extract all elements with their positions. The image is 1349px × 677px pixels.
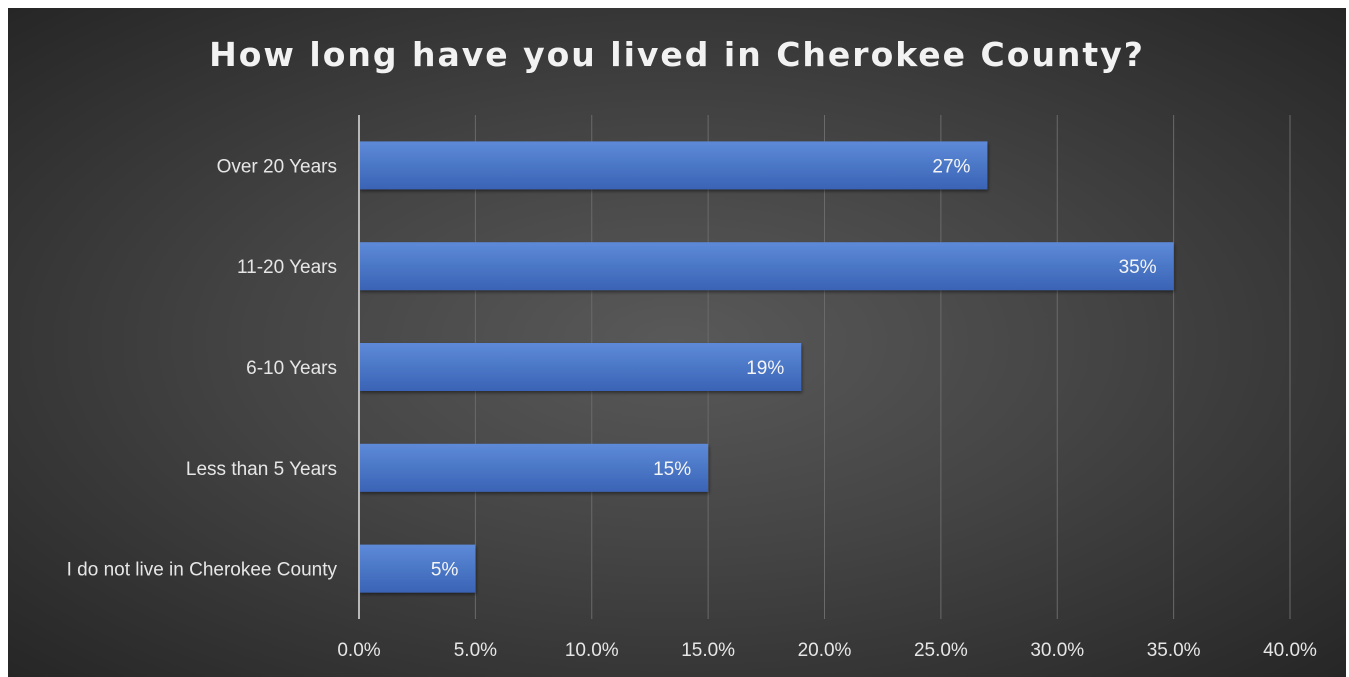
x-tick-label: 5.0%: [454, 640, 497, 661]
x-tick-label: 0.0%: [337, 640, 380, 661]
x-tick-labels: 0.0% 5.0% 10.0% 15.0% 20.0% 25.0% 30.0% 35.0% 40…: [337, 640, 1317, 661]
data-label: 27%: [932, 156, 970, 177]
category-label: I do not live in Cherokee County: [67, 560, 338, 581]
x-tick-label: 25.0%: [914, 640, 968, 661]
bar: [359, 443, 709, 492]
x-tick-label: 30.0%: [1030, 640, 1084, 661]
data-label: 15%: [653, 459, 691, 480]
x-tick-label: 20.0%: [798, 640, 852, 661]
x-tick-label: 40.0%: [1263, 640, 1317, 661]
category-labels: Over 20 Years 11-20 Years 6-10 Years Less t…: [67, 156, 338, 580]
bar: [359, 242, 1174, 291]
bars: 27% 35% 19% 15% 5%: [359, 141, 1174, 593]
category-label: Over 20 Years: [217, 156, 337, 177]
category-label: 11-20 Years: [237, 257, 337, 278]
bar: [359, 544, 476, 593]
x-tick-label: 15.0%: [681, 640, 735, 661]
category-label: 6-10 Years: [246, 358, 337, 379]
chart-area: How long have you lived in Cherokee Coun…: [8, 8, 1346, 677]
data-label: 19%: [746, 358, 784, 379]
category-label: Less than 5 Years: [186, 459, 337, 480]
x-tick-label: 10.0%: [565, 640, 619, 661]
bar: [359, 343, 802, 391]
x-tick-label: 35.0%: [1147, 640, 1201, 661]
data-label: 5%: [431, 560, 459, 581]
chart-title: How long have you lived in Cherokee Coun…: [209, 35, 1145, 74]
data-label: 35%: [1119, 257, 1157, 278]
bar: [359, 141, 988, 190]
bar-chart: 27% 35% 19% 15% 5% Over 20 Years 11-20 Years 6…: [67, 115, 1317, 661]
